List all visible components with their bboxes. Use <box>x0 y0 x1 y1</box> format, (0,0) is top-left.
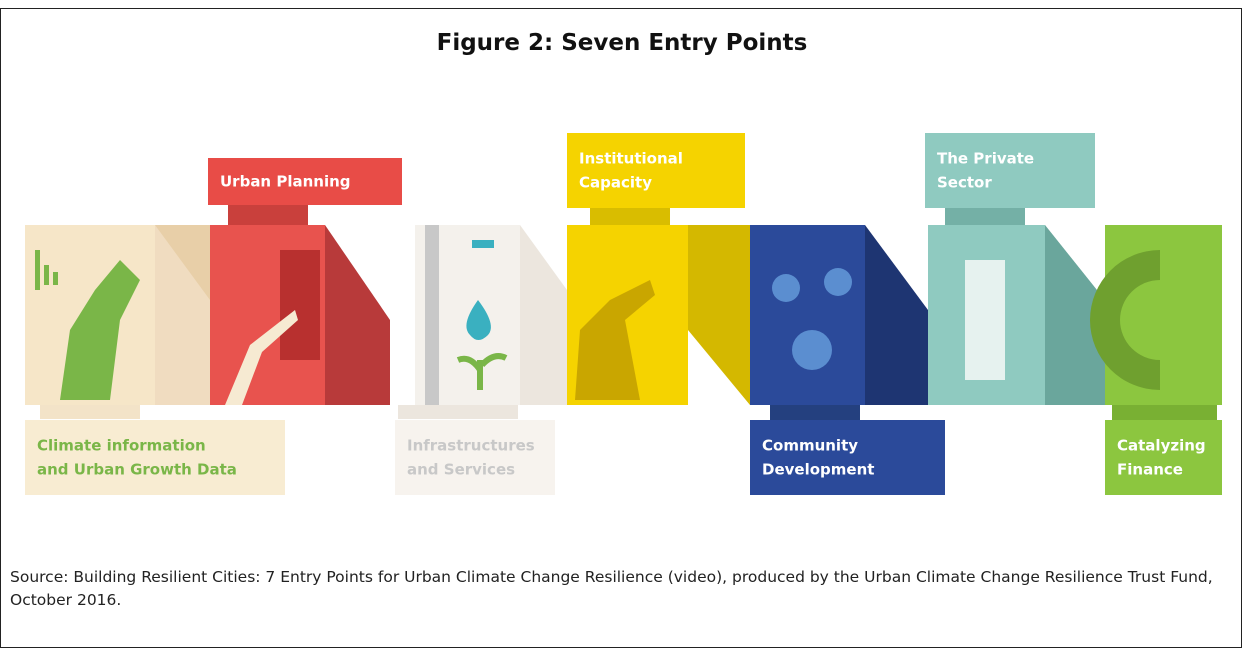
stub <box>1112 405 1217 420</box>
entry-label-box <box>567 133 745 208</box>
entry-label: Climate information <box>37 437 206 455</box>
entry-label-box <box>25 420 285 495</box>
entry-label-box <box>395 420 555 495</box>
entry-label: Infrastructures <box>407 437 535 455</box>
stub <box>770 405 860 420</box>
page: Figure 2: Seven Entry Points Climate inf… <box>0 0 1244 628</box>
entry-label: Institutional <box>579 150 683 168</box>
stub <box>228 205 308 225</box>
entry-label: and Services <box>407 461 515 479</box>
connector <box>325 225 390 405</box>
entry-panel <box>750 225 865 405</box>
connector <box>865 225 928 405</box>
entry-label: Development <box>762 461 874 479</box>
entry-label-box <box>925 133 1095 208</box>
entry-label: Community <box>762 437 858 455</box>
infographic: Climate information and Urban Growth Data… <box>0 0 1244 560</box>
entry-label: Sector <box>937 174 992 192</box>
stub <box>40 405 140 419</box>
entry-label: Finance <box>1117 461 1183 479</box>
entry-label: and Urban Growth Data <box>37 461 237 479</box>
stub <box>398 405 518 419</box>
stub <box>590 208 670 225</box>
entry-label: The Private <box>937 150 1034 168</box>
entry-label-box <box>1105 420 1222 495</box>
source-note: Source: Building Resilient Cities: 7 Ent… <box>10 566 1225 612</box>
connector <box>520 225 567 405</box>
stub <box>945 208 1025 225</box>
entry-label: Capacity <box>579 174 652 192</box>
entry-label: Urban Planning <box>220 173 351 191</box>
connector <box>688 225 750 405</box>
entry-label: Catalyzing <box>1117 437 1206 455</box>
entry-label-box <box>750 420 945 495</box>
